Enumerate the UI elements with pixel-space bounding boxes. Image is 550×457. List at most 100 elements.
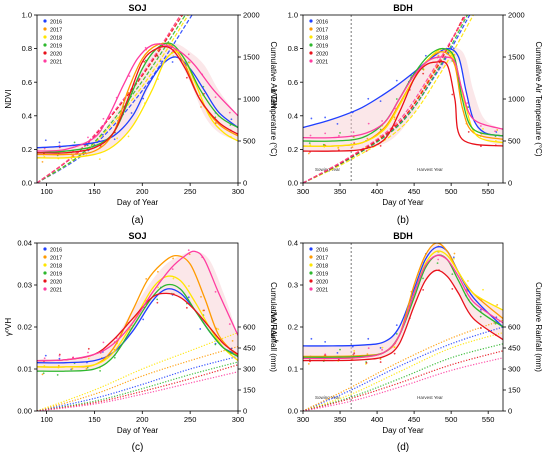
legend-marker-2018 — [309, 263, 313, 267]
data-point-2021 — [324, 353, 327, 356]
x-tick-label: 250 — [184, 187, 197, 196]
x-tick-label: 450 — [408, 415, 421, 424]
panel-label: (a) — [131, 215, 143, 226]
y-tick-label: 0.0 — [288, 179, 298, 188]
y-tick-label: 0.04 — [17, 239, 32, 248]
cumulative-line-2019 — [37, 361, 238, 411]
data-point-2017 — [57, 364, 60, 367]
cumulative-line-2017 — [37, 346, 238, 411]
legend-marker-2019 — [309, 43, 313, 47]
y-tick-label: 0.2 — [288, 323, 298, 332]
legend-label-2017: 2017 — [50, 256, 62, 262]
y2-tick-label: 2000 — [243, 11, 260, 20]
chart-panel-2: BDH Sowing Year Harvest Year 300 350 400 450 50… — [270, 3, 543, 226]
data-point-2017 — [393, 116, 396, 119]
legend-marker-2021 — [43, 287, 47, 291]
legend-label-2018: 2018 — [50, 36, 62, 42]
data-point-2018 — [98, 158, 101, 161]
cumulative-line-2021 — [37, 371, 238, 411]
data-point-2017 — [307, 152, 310, 155]
legend-label-2017: 2017 — [316, 256, 328, 262]
series-line-2021 — [303, 56, 503, 139]
y2-tick-label: 450 — [508, 344, 521, 353]
data-point-2019 — [479, 315, 482, 318]
data-point-2020 — [422, 72, 425, 75]
envelope-band — [303, 243, 503, 361]
legend-marker-2016 — [43, 247, 47, 251]
series-line-2020 — [303, 60, 503, 152]
chart-panel-3: SOJ 100 150 200 250 300 Day of Year 0.00 0.01 0.0… — [4, 231, 278, 453]
y2-tick-label: 0 — [243, 179, 247, 188]
data-point-2018 — [453, 257, 455, 260]
legend-label-2016: 2016 — [50, 20, 62, 26]
data-point-2018 — [87, 357, 90, 360]
data-point-2019 — [467, 106, 470, 109]
data-point-2020 — [143, 60, 146, 63]
data-point-2021 — [309, 134, 312, 137]
y-tick-label: 0.03 — [17, 281, 32, 290]
data-point-2019 — [86, 366, 89, 369]
data-point-2019 — [395, 98, 398, 100]
x-tick-label: 150 — [88, 415, 101, 424]
chart-title: SOJ — [128, 3, 146, 13]
y-tick-label: 0.1 — [288, 365, 298, 374]
series-line-2018 — [303, 47, 503, 147]
data-point-2019 — [422, 277, 424, 280]
data-point-2018 — [116, 137, 119, 140]
legend-marker-2019 — [43, 271, 47, 275]
data-point-2020 — [156, 301, 159, 304]
series-line-2019 — [303, 47, 503, 142]
data-point-2021 — [479, 125, 482, 127]
data-point-2017 — [379, 358, 382, 361]
y-tick-label: 0.01 — [17, 365, 32, 374]
cumulative-line-2020 — [303, 350, 503, 411]
y-tick-label: 1.0 — [22, 11, 32, 20]
data-point-2017 — [366, 137, 369, 140]
x-tick-label: 500 — [445, 415, 458, 424]
data-point-2020 — [451, 93, 454, 96]
x-axis-label: Day of Year — [117, 426, 159, 435]
data-point-2020 — [379, 361, 382, 363]
y2-tick-label: 1000 — [508, 95, 525, 104]
legend-label-2019: 2019 — [50, 272, 62, 278]
panel-label: (c) — [132, 442, 144, 453]
y2-tick-label: 1500 — [508, 53, 525, 62]
data-point-2016 — [452, 256, 455, 259]
cumulative-line-2018 — [303, 15, 474, 183]
data-point-2019 — [156, 298, 159, 301]
legend-label-2019: 2019 — [316, 272, 328, 278]
data-point-2019 — [339, 348, 341, 351]
legend-marker-2021 — [43, 59, 47, 63]
y-tick-label: 0.00 — [17, 407, 32, 416]
data-point-2017 — [437, 54, 440, 57]
y-tick-label: 0.0 — [288, 407, 298, 416]
y-axis-label: NDVI — [4, 89, 13, 108]
data-point-2018 — [353, 349, 356, 352]
data-point-2020 — [467, 131, 470, 133]
data-point-2020 — [365, 150, 368, 152]
legend-marker-2016 — [309, 19, 313, 23]
plot-area — [37, 15, 238, 183]
y-tick-label: 0.6 — [22, 78, 32, 87]
data-point-2016 — [44, 354, 47, 357]
series-line-2021 — [303, 254, 503, 360]
data-point-2017 — [231, 339, 234, 342]
data-point-2021 — [58, 354, 61, 357]
data-point-2020 — [87, 347, 90, 350]
cumulative-line-2018 — [37, 332, 238, 411]
data-point-2016 — [424, 54, 427, 57]
data-point-2016 — [452, 47, 455, 50]
data-point-2019 — [42, 372, 45, 375]
data-point-2017 — [200, 295, 202, 298]
cumulative-line-2018 — [303, 332, 503, 411]
data-point-2020 — [185, 306, 188, 309]
cumulative-line-2019 — [37, 15, 186, 183]
data-point-2021 — [72, 356, 75, 359]
data-point-2020 — [451, 288, 454, 290]
data-point-2019 — [494, 322, 497, 325]
data-point-2018 — [71, 158, 74, 161]
data-point-2018 — [172, 277, 175, 280]
data-point-2016 — [142, 318, 145, 321]
panel-label: (b) — [397, 215, 409, 226]
